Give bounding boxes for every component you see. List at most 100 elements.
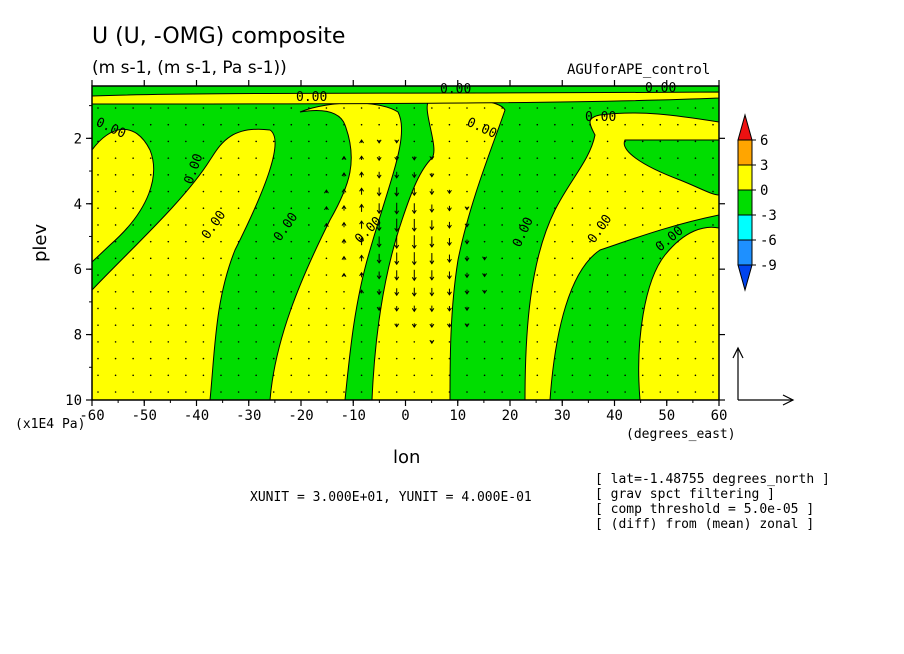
vector-dot	[220, 174, 222, 176]
vector-dot	[272, 307, 275, 310]
note-diff: [ (diff) from (mean) zonal ]	[595, 517, 815, 532]
vector-dot	[167, 307, 170, 310]
vector-arrow-head	[394, 174, 400, 179]
vector-dot	[237, 307, 240, 310]
vector-arrow-head	[394, 276, 400, 281]
colorbar-level-label: 0	[760, 183, 768, 199]
vector-dot	[237, 123, 240, 126]
vector-dot	[255, 174, 257, 176]
vector-dot	[466, 341, 468, 343]
vector-dot	[308, 207, 310, 210]
vector-dot	[694, 357, 697, 360]
vector-arrow-head	[376, 227, 382, 232]
vector-arrow-head	[394, 210, 400, 215]
note-threshold: [ comp threshold = 5.0e-05 ]	[595, 502, 815, 517]
vector-arrow-head	[482, 289, 487, 294]
vector-dot	[694, 374, 697, 377]
positive-band-5	[524, 112, 719, 400]
contour-label: 0.00	[296, 90, 327, 105]
vector-dot	[571, 140, 574, 143]
colorbar-level-label: -6	[760, 233, 777, 249]
vector-dot	[272, 290, 275, 293]
vector-dot	[97, 290, 99, 293]
vector-arrow-head	[447, 190, 452, 195]
vector-dot	[712, 324, 714, 326]
vector-dot	[308, 357, 310, 360]
vector-dot	[624, 391, 626, 393]
vector-dot	[694, 157, 697, 159]
vector-arrow-head	[447, 224, 452, 229]
vector-dot	[571, 224, 574, 226]
vector-dot	[185, 374, 187, 377]
vector-arrow-head	[394, 323, 400, 328]
vector-dot	[114, 324, 117, 326]
vector-dot	[378, 341, 380, 343]
vector-dot	[518, 307, 521, 310]
vector-dot	[308, 123, 310, 126]
vector-dot	[343, 307, 345, 310]
vector-dot	[325, 357, 328, 360]
vector-arrow-head	[429, 276, 435, 281]
x-tick-label: -20	[288, 408, 313, 424]
vector-dot	[220, 374, 222, 377]
vector-dot	[97, 224, 99, 226]
vector-arrow-head	[411, 277, 417, 282]
vector-dot	[185, 391, 187, 393]
y-unit-label: (x1E4 Pa)	[15, 417, 86, 432]
vector-dot	[202, 123, 205, 126]
vector-dot	[694, 224, 697, 226]
vector-arrow-head	[464, 274, 470, 279]
vector-dot	[97, 207, 99, 210]
vector-dot	[413, 107, 416, 109]
vector-dot	[589, 190, 591, 193]
vector-dot	[518, 391, 521, 393]
vector-dot	[571, 257, 574, 260]
vector-arrow-head	[447, 291, 452, 296]
vector-dot	[554, 357, 556, 360]
vector-arrow-head	[341, 188, 347, 193]
vector-dot	[149, 341, 152, 343]
vector-dot	[114, 140, 117, 143]
vector-dot	[185, 274, 187, 276]
vector-dot	[132, 324, 134, 326]
vector-dot	[677, 174, 679, 176]
vector-dot	[606, 324, 609, 326]
vector-arrow-head	[429, 292, 435, 297]
vector-dot	[378, 123, 380, 126]
vector-dot	[501, 391, 503, 393]
vector-dot	[571, 290, 574, 293]
vector-arrow-head	[429, 260, 435, 265]
vector-dot	[501, 240, 503, 243]
vector-dot	[606, 357, 609, 360]
axes: -60 -50 -40 -30 -20 -10 0 10 20 30 40 50 60 2 4 6 8 10	[65, 80, 727, 424]
vector-dot	[132, 257, 134, 260]
vector-dot	[343, 391, 345, 393]
vector-dot	[202, 290, 205, 293]
vector-dot	[220, 123, 222, 126]
colorbar-level-label: -3	[760, 208, 777, 224]
vector-dot	[202, 357, 205, 360]
vector-arrow-head	[359, 220, 364, 225]
vector-dot	[571, 240, 574, 243]
vector-dot	[97, 157, 99, 159]
vector-dot	[589, 341, 591, 343]
vector-arrow-head	[411, 209, 417, 215]
vector-dot	[343, 374, 345, 377]
vector-arrow-head	[376, 174, 382, 179]
vector-dot	[694, 307, 697, 310]
vector-dot	[167, 324, 170, 326]
vector-dot	[712, 307, 714, 310]
note-lat: [ lat=-1.48755 degrees_north ]	[595, 472, 830, 487]
vector-dot	[677, 324, 679, 326]
vector-dot	[431, 107, 433, 109]
vector-dot	[518, 290, 521, 293]
vector-dot	[237, 290, 240, 293]
vector-dot	[290, 257, 293, 260]
vector-dot	[132, 341, 134, 343]
colorbar-top-triangle	[737, 113, 753, 141]
vector-dot	[237, 190, 240, 193]
vector-dot	[571, 157, 574, 159]
vector-arrow-head	[429, 208, 435, 213]
vector-dot	[536, 207, 539, 210]
vector-dot	[501, 257, 503, 260]
